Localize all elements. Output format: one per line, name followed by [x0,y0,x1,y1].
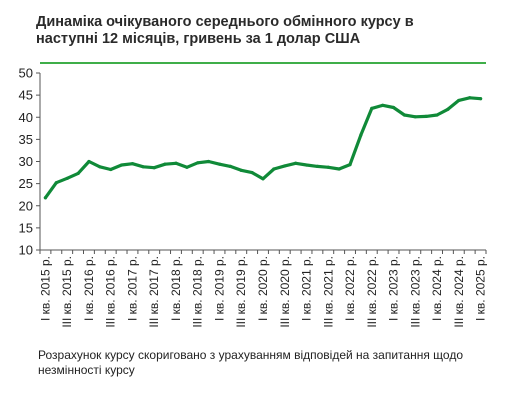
data-point [424,114,428,118]
title-divider [40,62,486,64]
data-point [391,105,396,110]
data-point [304,163,309,167]
data-point [185,165,189,169]
y-tick-label: 30 [19,154,33,169]
x-tick-label: III кв. 2015 р. [60,256,74,328]
data-point [272,167,276,171]
data-point [402,113,407,117]
data-point [207,159,211,164]
data-point [109,167,113,172]
x-tick-label: I кв. 2016 р. [82,256,96,321]
series-line-group [43,96,483,200]
data-point [152,166,156,170]
chart-title: Динаміка очікуваного середнього обмінног… [36,14,414,47]
data-point [163,162,167,166]
data-point [283,164,287,168]
data-point [457,98,461,103]
data-point [370,106,374,110]
x-tick-label: III кв. 2018 р. [191,256,205,328]
data-point [468,96,472,100]
x-tick-label: III кв. 2017 р. [147,256,161,328]
data-point [348,162,352,167]
data-point [478,97,483,101]
x-tick-label: III кв. 2021 р. [321,256,335,328]
data-point [326,165,330,169]
y-axis: 10 15 20 25 30 35 40 45 50 [19,66,41,258]
data-point [413,115,417,119]
data-point [141,165,145,169]
x-tick-label: I кв. 2015 р. [38,256,52,321]
data-point [65,176,69,180]
y-tick-label: 20 [19,198,33,213]
x-tick-label: I кв. 2022 р. [343,256,357,321]
x-tick-label: I кв. 2019 р. [212,256,226,321]
data-point [98,165,102,169]
y-tick-label: 15 [19,220,33,235]
x-tick-label: III кв. 2023 р. [408,256,422,328]
data-point [261,177,265,181]
x-tick-label: I кв. 2018 р. [169,256,183,321]
x-tick-label: III кв. 2022 р. [365,256,379,328]
data-point [87,159,91,164]
x-tick-label: I кв. 2017 р. [125,256,139,321]
data-point [239,168,243,172]
data-point [174,161,178,165]
data-point [315,164,319,168]
y-tick-label: 45 [19,88,33,103]
data-point [196,161,200,165]
y-tick-label: 25 [19,176,33,191]
x-tick-label: III кв. 2020 р. [278,256,292,328]
data-point [381,103,385,107]
data-point [76,171,80,176]
data-point [228,164,232,168]
x-tick-label: I кв. 2020 р. [256,256,270,321]
y-tick-label: 40 [19,110,33,125]
y-tick-label: 50 [19,66,33,81]
y-tick-label: 10 [19,243,33,258]
x-axis: I кв. 2015 р. III кв. 2015 р. I кв. 2016 р… [38,249,488,328]
y-tick-label: 35 [19,132,33,147]
data-point [294,161,298,165]
x-tick-label: I кв. 2023 р. [387,256,401,321]
chart-footnote: Розрахунок курсу скориговано з урахуванн… [38,348,464,377]
data-point [217,162,222,166]
x-tick-label: III кв. 2016 р. [104,256,118,328]
x-tick-label: I кв. 2021 р. [300,256,314,321]
data-point [250,170,254,175]
data-point [446,107,450,111]
data-point [130,162,135,166]
x-tick-label: I кв. 2025 р. [474,256,488,321]
series-line [43,96,483,200]
data-point [435,113,439,117]
x-tick-label: III кв. 2024 р. [452,256,466,328]
data-point [43,196,48,200]
data-point [119,163,124,167]
data-point [54,181,58,185]
x-tick-label: III кв. 2019 р. [234,256,248,328]
data-point [337,167,341,171]
x-tick-label: I кв. 2024 р. [430,256,444,321]
data-point [359,133,363,137]
